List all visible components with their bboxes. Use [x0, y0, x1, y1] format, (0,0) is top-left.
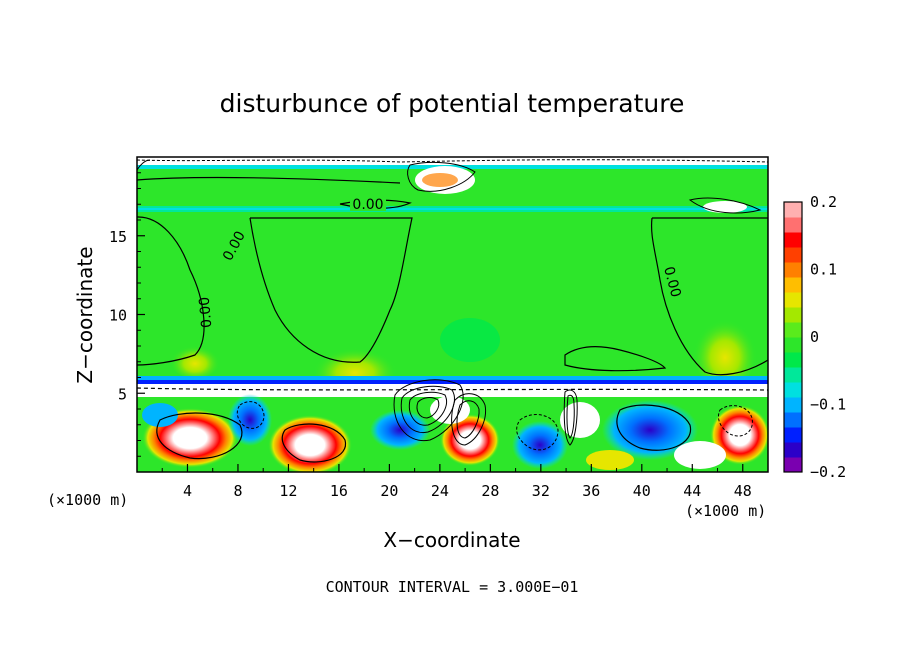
chart-title: disturbunce of potential temperature [220, 89, 685, 118]
colorbar-tick-label: −0.1 [810, 396, 846, 414]
x-tick-label: 24 [431, 482, 449, 500]
x-tick-label: 20 [380, 482, 398, 500]
x-tick-label: 36 [582, 482, 600, 500]
colorbar-swatch [784, 457, 802, 473]
contour-field: 0.00 0.00 0.00 0.00 [137, 157, 768, 472]
x-tick-label: 44 [683, 482, 701, 500]
x-axis: 4 8 12 16 20 24 28 32 36 40 44 48 [161, 464, 752, 500]
y-tick-label: 15 [109, 228, 127, 246]
x-tick-label: 4 [183, 482, 192, 500]
colorbar-tick-label: −0.2 [810, 463, 846, 481]
colorbar [783, 201, 803, 473]
colorbar-swatch [784, 217, 802, 233]
y-axis-label: Z−coordinate [73, 246, 97, 383]
contour-label: 0.00 [197, 296, 216, 328]
y-axis: 5 10 15 [109, 172, 145, 457]
colorbar-swatch [784, 442, 802, 458]
colorbar-swatch [784, 337, 802, 353]
x-tick-label: 40 [633, 482, 651, 500]
x-tick-label: 28 [481, 482, 499, 500]
y-tick-label: 10 [109, 307, 127, 325]
colorbar-swatch [784, 412, 802, 428]
colorbar-tick-label: 0.2 [810, 193, 837, 211]
x-unit-label: (×1000 m) [685, 502, 766, 520]
x-tick-label: 32 [532, 482, 550, 500]
y-unit-label: (×1000 m) [47, 491, 128, 509]
x-tick-label: 48 [734, 482, 752, 500]
x-tick-label: 12 [279, 482, 297, 500]
contour-label: 0.00 [352, 197, 383, 213]
x-tick-label: 8 [233, 482, 242, 500]
colorbar-swatch [784, 262, 802, 278]
colorbar-swatch [784, 202, 802, 218]
colorbar-swatch [784, 367, 802, 383]
x-tick-label: 16 [330, 482, 348, 500]
contour-interval-text: CONTOUR INTERVAL = 3.000E−01 [326, 578, 579, 596]
colorbar-swatch [784, 322, 802, 338]
colorbar-swatch [784, 382, 802, 398]
colorbar-swatch [784, 277, 802, 293]
colorbar-swatch [784, 292, 802, 308]
colorbar-swatch [784, 307, 802, 323]
colorbar-swatch [784, 247, 802, 263]
colorbar-tick-label: 0.1 [810, 261, 837, 279]
colorbar-swatch [784, 232, 802, 248]
contour-label: 0.00 [660, 265, 684, 299]
y-tick-label: 5 [118, 385, 127, 403]
colorbar-swatch [784, 397, 802, 413]
colorbar-swatch [784, 427, 802, 443]
colorbar-ticks: 0.2 0.1 0 −0.1 −0.2 [810, 193, 846, 481]
colorbar-swatch [784, 352, 802, 368]
x-axis-label: X−coordinate [383, 528, 520, 552]
colorbar-frame [783, 201, 803, 473]
colorbar-tick-label: 0 [810, 328, 819, 346]
